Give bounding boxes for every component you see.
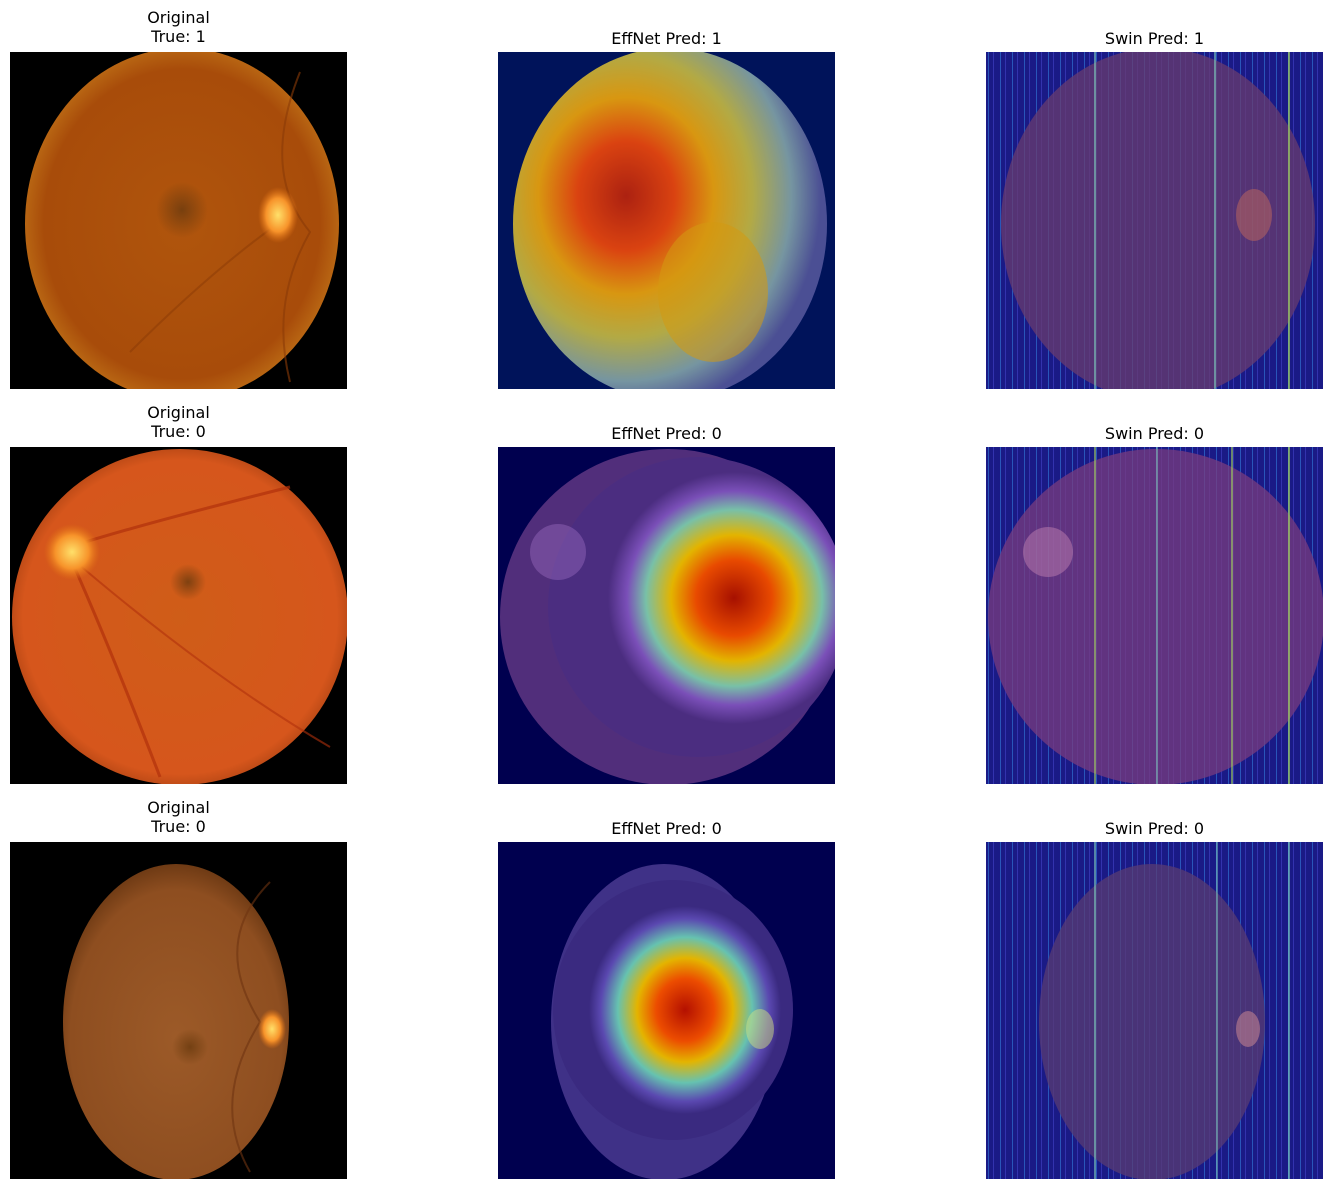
effnet-gradcam-heatmap-row2 bbox=[498, 447, 835, 784]
original-fundus-image-row3 bbox=[10, 842, 347, 1179]
original-title-row3: Original True: 0 bbox=[10, 798, 347, 836]
effnet-gradcam-heatmap-row3 bbox=[498, 842, 835, 1179]
swin-attention-map-row3 bbox=[986, 842, 1323, 1179]
original-heading: Original bbox=[147, 8, 210, 27]
true-label: True: 1 bbox=[151, 27, 206, 46]
original-title-row2: Original True: 0 bbox=[10, 403, 347, 441]
original-title-row1: Original True: 1 bbox=[10, 8, 347, 46]
original-fundus-image-row1 bbox=[10, 52, 347, 389]
effnet-title-row2: EffNet Pred: 0 bbox=[611, 424, 722, 443]
swin-title-row1: Swin Pred: 1 bbox=[1104, 29, 1205, 48]
effnet-gradcam-heatmap-row1 bbox=[498, 52, 835, 389]
swin-title-row2: Swin Pred: 0 bbox=[1104, 424, 1205, 443]
true-label: True: 0 bbox=[151, 422, 206, 441]
original-fundus-image-row2 bbox=[10, 447, 347, 784]
effnet-title-row3: EffNet Pred: 0 bbox=[611, 819, 722, 838]
swin-attention-map-row1 bbox=[986, 52, 1323, 389]
original-heading: Original bbox=[147, 798, 210, 817]
original-heading: Original bbox=[147, 403, 210, 422]
swin-attention-map-row2 bbox=[986, 447, 1323, 784]
true-label: True: 0 bbox=[151, 817, 206, 836]
effnet-title-row1: EffNet Pred: 1 bbox=[611, 29, 722, 48]
swin-title-row3: Swin Pred: 0 bbox=[1104, 819, 1205, 838]
